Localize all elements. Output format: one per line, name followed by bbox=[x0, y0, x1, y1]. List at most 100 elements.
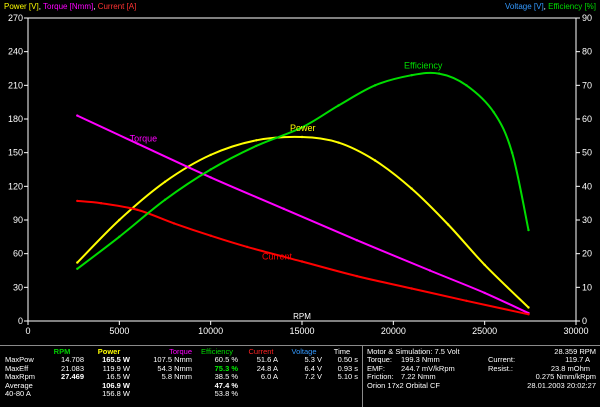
y-tick-label-right: 90 bbox=[582, 13, 592, 23]
data-point-efficiency bbox=[118, 235, 121, 238]
torque-value: 107.5 Nmm bbox=[153, 355, 192, 365]
voltage-column: Voltage 5.3 V 6.4 V 7.2 V bbox=[286, 347, 322, 382]
voltage-value: 5.3 V bbox=[304, 355, 322, 365]
chart-axes: 0 5000 10000 15000 20000 25000 30000 RPM 0 30 60 90… bbox=[8, 13, 592, 336]
sim-label: Friction: bbox=[367, 372, 394, 382]
data-point-torque bbox=[209, 176, 212, 179]
legend-voltage: Voltage [V] bbox=[504, 2, 544, 11]
y-tick-label-left: 210 bbox=[8, 80, 23, 90]
legend-sep: , bbox=[38, 2, 43, 11]
data-point-power bbox=[483, 263, 486, 267]
sim-value: 7.22 Nmm bbox=[401, 372, 436, 382]
data-point-torque bbox=[428, 269, 432, 272]
sim-label: Current: bbox=[488, 355, 516, 365]
time-value: 0.50 s bbox=[337, 355, 358, 365]
y-tick-label-right: 60 bbox=[582, 114, 592, 124]
data-point-power bbox=[373, 159, 377, 162]
x-tick-label: 25000 bbox=[472, 326, 497, 336]
data-point-efficiency bbox=[510, 151, 514, 154]
legend-sep: , bbox=[543, 2, 549, 11]
y-tick-label-left: 120 bbox=[8, 181, 23, 191]
data-point-torque bbox=[355, 239, 358, 242]
sim-line: Friction: 7.22 Nmm bbox=[367, 372, 487, 382]
data-point-current bbox=[410, 287, 413, 290]
y-tick-label-left: 270 bbox=[8, 13, 23, 23]
rpm-header: RPM bbox=[53, 347, 71, 356]
data-point-efficiency bbox=[373, 84, 377, 87]
right-axis-legend: Voltage [V], Efficiency [%] bbox=[505, 2, 596, 11]
efficiency-column: Efficiency 60.5 % 75.3 % 38.5 % 47.4 % 5… bbox=[196, 347, 238, 399]
y-tick-label-left: 30 bbox=[13, 282, 23, 292]
torque-value: 54.3 Nmm bbox=[157, 363, 192, 373]
torque-value: 5.8 Nmm bbox=[161, 372, 192, 382]
time-column: Time 0.50 s 0.93 s 5.10 s bbox=[326, 347, 358, 382]
data-point-power bbox=[300, 135, 304, 139]
data-point-power bbox=[255, 139, 258, 142]
power-value: 119.9 W bbox=[102, 363, 130, 373]
data-point-power bbox=[118, 218, 121, 222]
row-label: MaxPow bbox=[5, 355, 34, 365]
row-label: MaxEff bbox=[5, 363, 29, 373]
current-value: 6.0 A bbox=[260, 372, 278, 382]
sim-value: 28.359 RPM bbox=[554, 347, 596, 356]
chart-series-labels: Power Torque Current Efficiency bbox=[130, 61, 443, 262]
data-point-efficiency bbox=[337, 104, 340, 107]
sim-line: Torque: 199.3 Nmm bbox=[367, 355, 487, 365]
power-value: 106.9 W bbox=[102, 380, 130, 390]
sim-value: 119.7 A bbox=[565, 355, 590, 365]
efficiency-value: 53.8 % bbox=[214, 389, 238, 399]
legend-efficiency: Efficiency [%] bbox=[548, 2, 596, 11]
sim-value: 199.3 Nmm bbox=[401, 355, 440, 365]
data-point-efficiency bbox=[527, 228, 530, 232]
efficiency-value: 38.5 % bbox=[214, 372, 238, 382]
series-line-torque bbox=[76, 114, 529, 315]
plot-frame bbox=[27, 17, 577, 322]
y-tick-label-right: 0 bbox=[582, 316, 587, 326]
row-label: Average bbox=[5, 380, 33, 390]
rpm-value: 27.469 bbox=[61, 372, 84, 382]
current-header: Current bbox=[248, 347, 274, 356]
voltage-header: Voltage bbox=[291, 347, 317, 356]
data-point-current bbox=[465, 299, 468, 302]
x-tick-label: 0 bbox=[25, 326, 30, 336]
sim-timestamp: 28.01.2003 20:02:27 bbox=[527, 380, 596, 390]
time-value: 0.93 s bbox=[337, 363, 358, 373]
data-point-efficiency bbox=[163, 198, 167, 201]
legend-sep: , bbox=[93, 2, 98, 11]
y-tick-label-left: 150 bbox=[8, 148, 23, 158]
chart-series bbox=[76, 71, 530, 316]
voltage-value: 6.4 V bbox=[304, 363, 322, 373]
row-label: 40-80 A bbox=[5, 389, 31, 399]
data-point-current bbox=[355, 274, 358, 278]
data-point-torque bbox=[136, 142, 139, 145]
rpm-value: 14.708 bbox=[61, 355, 84, 365]
data-point-power bbox=[410, 187, 413, 190]
data-point-current bbox=[172, 222, 176, 225]
data-point-torque bbox=[483, 291, 486, 295]
data-point-current bbox=[76, 199, 79, 203]
data-point-current bbox=[99, 202, 103, 205]
y-tick-label-left: 180 bbox=[8, 114, 23, 124]
sim-line: 0.275 Nmm/kRpm bbox=[488, 373, 596, 381]
current-column: Current 51.6 A 24.8 A 6.0 A bbox=[244, 347, 278, 382]
legend-torque: Torque [Nmm] bbox=[43, 2, 94, 11]
x-tick-label: 10000 bbox=[198, 326, 223, 336]
sim-line: Resist.: 23.8 mOhm bbox=[488, 364, 596, 373]
data-point-efficiency bbox=[437, 72, 441, 75]
data-point-power bbox=[337, 141, 340, 144]
x-tick-label: 30000 bbox=[563, 326, 588, 336]
power-column: Power 165.5 W 119.9 W 16.5 W 106.9 W 156… bbox=[88, 347, 130, 398]
rpm-column: RPM 14.708 21.083 27.469 bbox=[40, 347, 84, 382]
sim-line: Current: 119.7 A bbox=[488, 355, 596, 365]
sim-line: EMF: 244.7 mV/kRpm bbox=[367, 364, 487, 373]
data-point-current bbox=[246, 245, 249, 249]
y-tick-label-right: 30 bbox=[582, 215, 592, 225]
current-value: 51.6 A bbox=[256, 355, 278, 365]
power-value: 16.5 W bbox=[106, 372, 130, 382]
performance-chart: 0 5000 10000 15000 20000 25000 30000 RPM 0 30 60 90… bbox=[8, 13, 592, 336]
power-header: Power bbox=[97, 347, 121, 356]
data-point-efficiency bbox=[209, 168, 212, 171]
power-value: 165.5 W bbox=[102, 355, 130, 365]
data-point-power bbox=[446, 223, 450, 226]
row-labels-column: MaxPow MaxEff MaxRpm Average 40-80 A bbox=[5, 348, 39, 398]
